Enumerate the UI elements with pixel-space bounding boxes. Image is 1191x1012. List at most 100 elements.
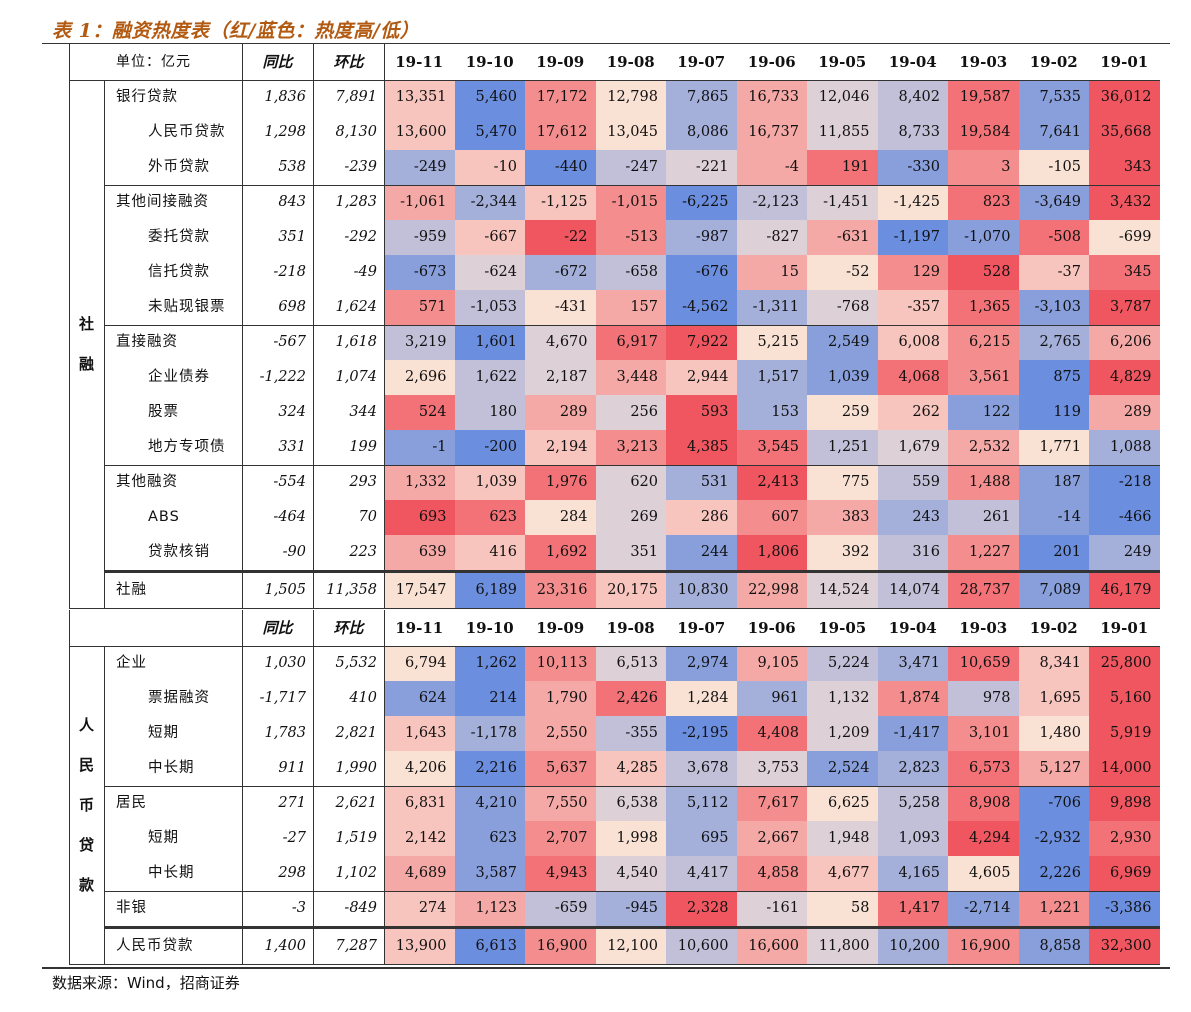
heat-cell: -659 (525, 891, 596, 926)
heat-cell: 1,692 (525, 535, 596, 570)
heat-cell: -1,197 (877, 220, 948, 255)
heat-cell: 4,829 (1089, 360, 1160, 395)
group-label-glyph: 社 (78, 315, 94, 333)
heat-cell: 1,601 (454, 325, 525, 360)
heat-cell: 7,922 (666, 325, 737, 360)
header-month: 19-01 (1100, 53, 1149, 71)
heat-cell: 13,900 (384, 929, 455, 964)
heat-cell: 16,900 (948, 929, 1019, 964)
heat-cell: 8,908 (948, 786, 1019, 821)
mom-value: 344 (349, 404, 377, 420)
heat-cell: 13,045 (595, 115, 666, 150)
group-label-glyph: 融 (78, 355, 94, 373)
header-month: 19-04 (888, 619, 937, 637)
yoy-value: 843 (278, 194, 306, 210)
heat-cell: -945 (595, 891, 666, 926)
heat-cell: 571 (384, 290, 455, 325)
heat-cell: 4,385 (666, 430, 737, 465)
heat-cell: 7,865 (666, 80, 737, 115)
heat-cell: 2,550 (525, 716, 596, 751)
table-rule (104, 928, 1160, 929)
heat-cell: 5,258 (877, 786, 948, 821)
heat-cell: 5,215 (736, 325, 807, 360)
header-month: 19-08 (606, 619, 655, 637)
table-rule (104, 786, 1160, 787)
heat-cell: 4,294 (948, 821, 1019, 856)
heat-cell: 6,625 (807, 786, 878, 821)
heat-cell: -513 (595, 220, 666, 255)
heat-cell: 4,677 (807, 856, 878, 891)
heat-cell: 262 (877, 395, 948, 430)
heat-cell: 8,086 (666, 115, 737, 150)
heat-cell: 695 (666, 821, 737, 856)
heat-cell: -3,103 (1018, 290, 1089, 325)
heat-cell: -247 (595, 150, 666, 185)
heat-cell: -431 (525, 290, 596, 325)
heat-cell: 7,641 (1018, 115, 1089, 150)
row-label: 企业 (116, 655, 147, 671)
header-month: 19-05 (818, 53, 867, 71)
heat-cell: 5,224 (807, 646, 878, 681)
yoy-value: 1,505 (264, 582, 306, 598)
mom-value: 7,287 (335, 938, 377, 954)
heat-cell: -1 (384, 430, 455, 465)
header-month: 19-07 (677, 53, 726, 71)
heat-cell: 11,800 (807, 929, 878, 964)
heat-cell: 3,787 (1089, 290, 1160, 325)
heat-cell: 261 (948, 500, 1019, 535)
row-label: 股票 (148, 404, 179, 420)
row-label: 短期 (148, 830, 179, 846)
heat-cell: 19,587 (948, 80, 1019, 115)
header-month: 19-05 (818, 619, 867, 637)
heat-cell: 17,547 (384, 573, 455, 608)
heat-cell: 1,488 (948, 465, 1019, 500)
row-label: 其他融资 (116, 474, 178, 490)
heat-cell: 7,535 (1018, 80, 1089, 115)
heat-cell: 8,858 (1018, 929, 1089, 964)
heat-cell: 5,460 (454, 80, 525, 115)
heat-cell: 16,600 (736, 929, 807, 964)
heat-cell: 4,858 (736, 856, 807, 891)
table-rule (42, 967, 1170, 969)
header-month: 19-03 (959, 53, 1008, 71)
header-month: 19-02 (1029, 53, 1078, 71)
heat-cell: 4,165 (877, 856, 948, 891)
heat-cell: 180 (454, 395, 525, 430)
heat-cell: 1,622 (454, 360, 525, 395)
table-rule (69, 80, 1160, 81)
heat-cell: 4,670 (525, 325, 596, 360)
header-month: 19-02 (1029, 619, 1078, 637)
header-yoy: 同比 (262, 619, 293, 637)
heat-cell: -1,425 (877, 185, 948, 220)
heat-cell: 3,101 (948, 716, 1019, 751)
heat-cell: 2,194 (525, 430, 596, 465)
table-rule (242, 44, 243, 608)
yoy-value: 1,298 (264, 124, 306, 140)
heat-cell: 11,855 (807, 115, 878, 150)
heat-cell: -1,061 (384, 185, 455, 220)
table-rule (104, 572, 1160, 573)
heat-cell: 7,089 (1018, 573, 1089, 608)
heat-cell: 3,753 (736, 751, 807, 786)
yoy-value: 351 (278, 229, 306, 245)
heat-cell: 1,679 (877, 430, 948, 465)
heat-cell: 3,448 (595, 360, 666, 395)
mom-value: 410 (349, 690, 377, 706)
table-rule (384, 44, 385, 608)
row-label: 银行贷款 (116, 89, 178, 105)
heat-cell: -667 (454, 220, 525, 255)
mom-value: 1,618 (335, 334, 377, 350)
heat-cell: 17,612 (525, 115, 596, 150)
heat-cell: 129 (877, 255, 948, 290)
yoy-value: -1,222 (259, 369, 306, 385)
heat-cell: 9,898 (1089, 786, 1160, 821)
table-rule (69, 964, 1160, 965)
heat-cell: 2,944 (666, 360, 737, 395)
heat-cell: 23,316 (525, 573, 596, 608)
header-month: 19-07 (677, 619, 726, 637)
yoy-value: 698 (278, 299, 306, 315)
heat-cell: 10,830 (666, 573, 737, 608)
heat-cell: 978 (948, 681, 1019, 716)
heat-cell: 1,948 (807, 821, 878, 856)
source-note: 数据来源：Wind，招商证券 (52, 974, 240, 992)
